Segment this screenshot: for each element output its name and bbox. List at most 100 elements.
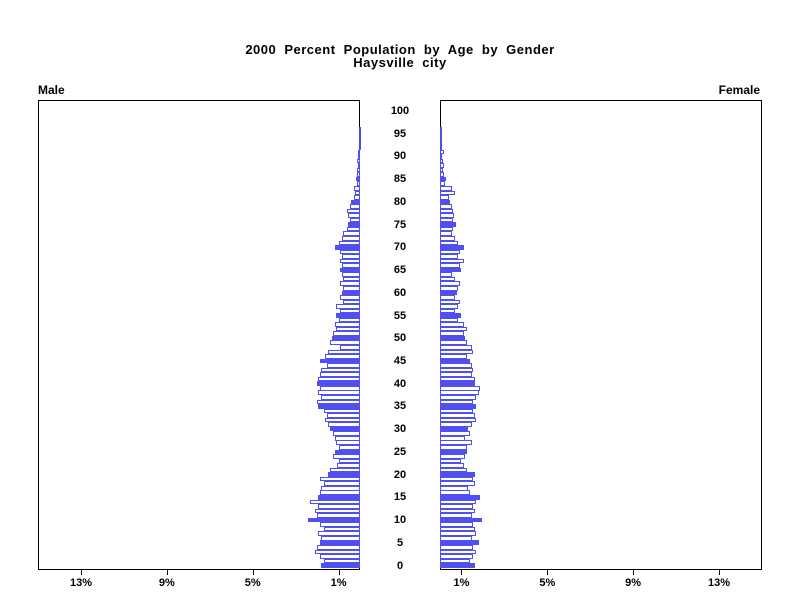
pyramid-bar-female-age-77 bbox=[440, 213, 454, 218]
pyramid-bar-male-age-35 bbox=[318, 404, 360, 409]
pyramid-bar-female-age-4 bbox=[440, 545, 474, 550]
pyramid-bar-male-age-60 bbox=[341, 290, 360, 296]
female-pct-tick-label-1: 1% bbox=[453, 577, 470, 589]
pyramid-bar-female-age-66 bbox=[440, 263, 461, 268]
pyramid-bar-female-age-75 bbox=[440, 222, 457, 227]
pyramid-bar-male-age-18 bbox=[323, 481, 360, 486]
pyramid-bar-female-age-93 bbox=[440, 140, 442, 146]
male-pct-tick-label-1: 1% bbox=[330, 577, 347, 589]
pyramid-bar-female-age-25 bbox=[440, 449, 467, 455]
male-pct-tick-13 bbox=[81, 570, 83, 575]
pyramid-bar-female-age-17 bbox=[440, 485, 468, 491]
pyramid-bar-female-age-40 bbox=[440, 381, 476, 386]
pyramid-bar-female-age-87 bbox=[440, 167, 444, 173]
age-tick-label-0: 0 bbox=[396, 559, 404, 572]
pyramid-bar-male-age-27 bbox=[336, 440, 360, 446]
pyramid-bar-male-age-57 bbox=[336, 304, 360, 309]
pyramid-bar-female-age-65 bbox=[440, 267, 462, 273]
pyramid-bar-female-age-90 bbox=[440, 154, 443, 159]
pyramid-bar-female-age-14 bbox=[440, 499, 477, 505]
pyramid-bar-female-age-22 bbox=[440, 463, 464, 468]
pyramid-bar-male-age-34 bbox=[323, 408, 360, 414]
pyramid-bar-female-age-12 bbox=[440, 508, 476, 514]
pyramid-bar-female-age-74 bbox=[440, 226, 453, 232]
pyramid-bar-male-age-84 bbox=[356, 181, 360, 186]
pyramid-bar-male-age-25 bbox=[335, 449, 360, 455]
pyramid-bar-male-age-30 bbox=[329, 426, 360, 432]
pyramid-bar-female-age-51 bbox=[440, 331, 464, 336]
pyramid-bar-male-age-45 bbox=[320, 358, 360, 364]
pyramid-bar-male-age-31 bbox=[327, 422, 360, 427]
age-tick-label-60: 60 bbox=[393, 286, 407, 299]
pyramid-bar-male-age-62 bbox=[339, 281, 360, 286]
age-tick-label-10: 10 bbox=[393, 514, 407, 527]
age-tick-label-50: 50 bbox=[393, 332, 407, 345]
pyramid-bar-female-age-67 bbox=[440, 258, 464, 264]
pyramid-bar-female-age-45 bbox=[440, 358, 471, 364]
pyramid-bar-female-age-71 bbox=[440, 240, 459, 246]
pyramid-bar-female-age-55 bbox=[440, 313, 462, 318]
pyramid-bar-female-age-82 bbox=[440, 190, 456, 196]
pyramid-bar-female-age-73 bbox=[440, 231, 452, 236]
pyramid-bar-male-age-55 bbox=[336, 313, 360, 318]
age-tick-label-30: 30 bbox=[393, 423, 407, 436]
chart-subtitle: Haysville city bbox=[353, 55, 447, 70]
pyramid-bar-male-age-42 bbox=[320, 372, 360, 377]
female-pct-tick-label-13: 13% bbox=[707, 577, 730, 589]
pyramid-bar-female-age-39 bbox=[440, 385, 480, 391]
pyramid-bar-male-age-43 bbox=[321, 367, 360, 373]
pyramid-bar-female-age-57 bbox=[440, 304, 459, 309]
pyramid-bar-female-age-76 bbox=[440, 217, 453, 223]
pyramid-bar-female-age-5 bbox=[440, 540, 479, 546]
pyramid-bar-male-age-65 bbox=[339, 267, 360, 273]
pyramid-bar-male-age-78 bbox=[347, 208, 360, 214]
pyramid-bar-female-age-94 bbox=[440, 135, 442, 141]
pyramid-bar-male-age-13 bbox=[318, 504, 360, 509]
pyramid-bar-male-age-67 bbox=[339, 258, 360, 264]
pyramid-bar-male-age-3 bbox=[314, 549, 360, 555]
pyramid-bar-male-age-92 bbox=[358, 145, 361, 150]
pyramid-bar-female-age-91 bbox=[440, 149, 445, 155]
pyramid-bar-female-age-69 bbox=[440, 249, 461, 255]
pyramid-bar-male-age-29 bbox=[333, 431, 360, 436]
pyramid-bar-female-age-34 bbox=[440, 408, 474, 414]
pyramid-bar-female-age-11 bbox=[440, 513, 473, 518]
pyramid-bar-male-age-32 bbox=[324, 417, 360, 423]
pyramid-bar-female-age-84 bbox=[440, 181, 446, 186]
age-tick-label-45: 45 bbox=[393, 354, 407, 367]
pyramid-bar-male-age-23 bbox=[338, 458, 360, 464]
pyramid-bar-male-age-49 bbox=[329, 340, 360, 346]
female-pct-tick-1 bbox=[461, 570, 463, 575]
pyramid-bar-male-age-74 bbox=[347, 226, 360, 232]
pyramid-bar-male-age-26 bbox=[338, 445, 360, 450]
pyramid-bar-female-age-8 bbox=[440, 526, 476, 532]
pyramid-bar-female-age-56 bbox=[440, 308, 456, 314]
pyramid-bar-male-age-37 bbox=[321, 395, 360, 400]
pyramid-bar-male-age-96 bbox=[359, 126, 362, 132]
pyramid-bar-male-age-72 bbox=[341, 235, 360, 241]
pyramid-bar-male-age-4 bbox=[317, 545, 360, 550]
pyramid-bar-female-age-46 bbox=[440, 354, 467, 359]
pyramid-bar-male-age-81 bbox=[353, 195, 360, 200]
pyramid-bar-female-age-49 bbox=[440, 340, 467, 346]
pyramid-bar-female-age-42 bbox=[440, 372, 473, 377]
pyramid-bar-male-age-90 bbox=[358, 154, 361, 159]
age-tick-label-85: 85 bbox=[393, 173, 407, 186]
pyramid-bar-male-age-15 bbox=[318, 495, 360, 500]
pyramid-bar-male-age-16 bbox=[320, 490, 360, 496]
pyramid-bar-male-age-79 bbox=[350, 204, 360, 209]
pyramid-bar-male-age-75 bbox=[348, 222, 360, 227]
pyramid-bar-male-age-47 bbox=[327, 349, 360, 355]
pyramid-bar-female-age-60 bbox=[440, 290, 458, 296]
age-tick-label-20: 20 bbox=[393, 468, 407, 481]
age-tick-label-100: 100 bbox=[390, 105, 410, 117]
pyramid-bar-male-age-33 bbox=[326, 413, 360, 418]
pyramid-bar-male-age-10 bbox=[308, 517, 360, 523]
pyramid-bar-female-age-85 bbox=[440, 176, 447, 182]
pyramid-bar-female-age-33 bbox=[440, 413, 476, 418]
pyramid-bar-female-age-37 bbox=[440, 395, 477, 400]
pyramid-bar-female-age-61 bbox=[440, 285, 459, 291]
pyramid-bar-female-age-29 bbox=[440, 431, 471, 436]
pyramid-bar-female-age-19 bbox=[440, 476, 474, 482]
